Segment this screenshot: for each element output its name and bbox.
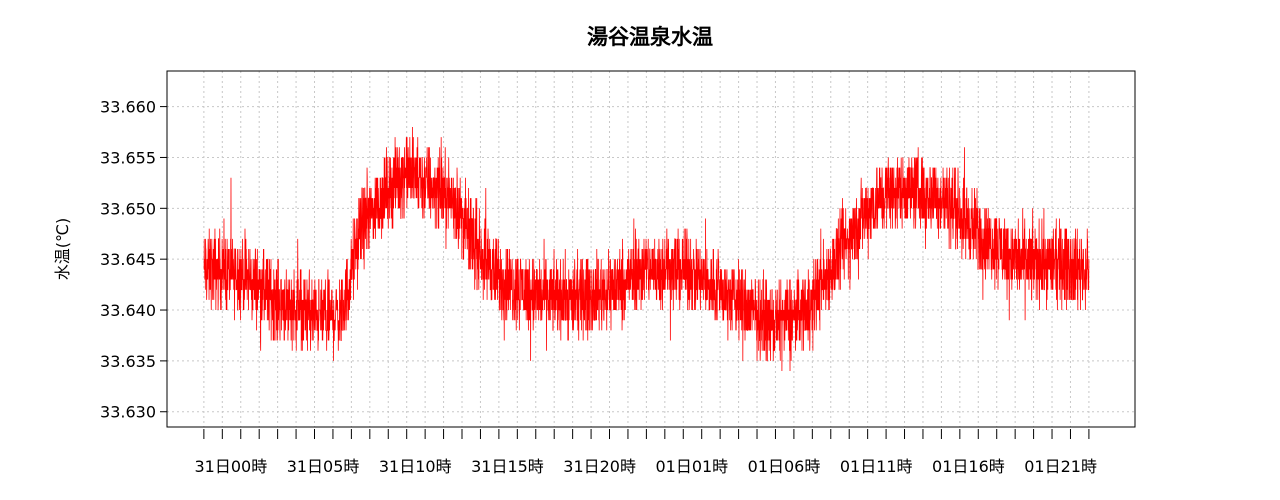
y-tick-label: 33.660 <box>100 98 156 117</box>
x-tick-label: 01日06時 <box>748 457 821 476</box>
x-tick-label: 31日20時 <box>563 457 636 476</box>
y-tick-label: 33.630 <box>100 403 156 422</box>
grid-lines <box>167 71 1135 427</box>
x-tick-label: 31日15時 <box>471 457 544 476</box>
plot-frame <box>166 70 1136 428</box>
x-tick-label: 01日11時 <box>840 457 913 476</box>
y-tick-label: 33.640 <box>100 301 156 320</box>
chart-title: 湯谷温泉水温 <box>587 25 713 49</box>
y-axis: 33.630 33.635 33.640 33.645 33.650 33.655 33.6… <box>100 98 167 422</box>
x-tick-label: 01日16時 <box>932 457 1005 476</box>
y-tick-label: 33.645 <box>100 250 156 269</box>
x-tick-label: 31日10時 <box>379 457 452 476</box>
x-axis: 31日00時 31日05時 31日10時 31日15時 31日20時 01日01時 01日0… <box>195 429 1097 476</box>
x-tick-label: 31日05時 <box>287 457 360 476</box>
x-tick-label: 01日01時 <box>655 457 728 476</box>
x-tick-label: 31日00時 <box>195 457 268 476</box>
y-tick-label: 33.635 <box>100 352 156 371</box>
y-tick-label: 33.650 <box>100 199 156 218</box>
y-tick-label: 33.655 <box>100 148 156 167</box>
x-tick-label: 01日21時 <box>1024 457 1097 476</box>
temperature-series-line <box>203 126 1090 372</box>
y-axis-label: 水温(℃) <box>53 218 72 280</box>
data-series <box>203 126 1090 372</box>
